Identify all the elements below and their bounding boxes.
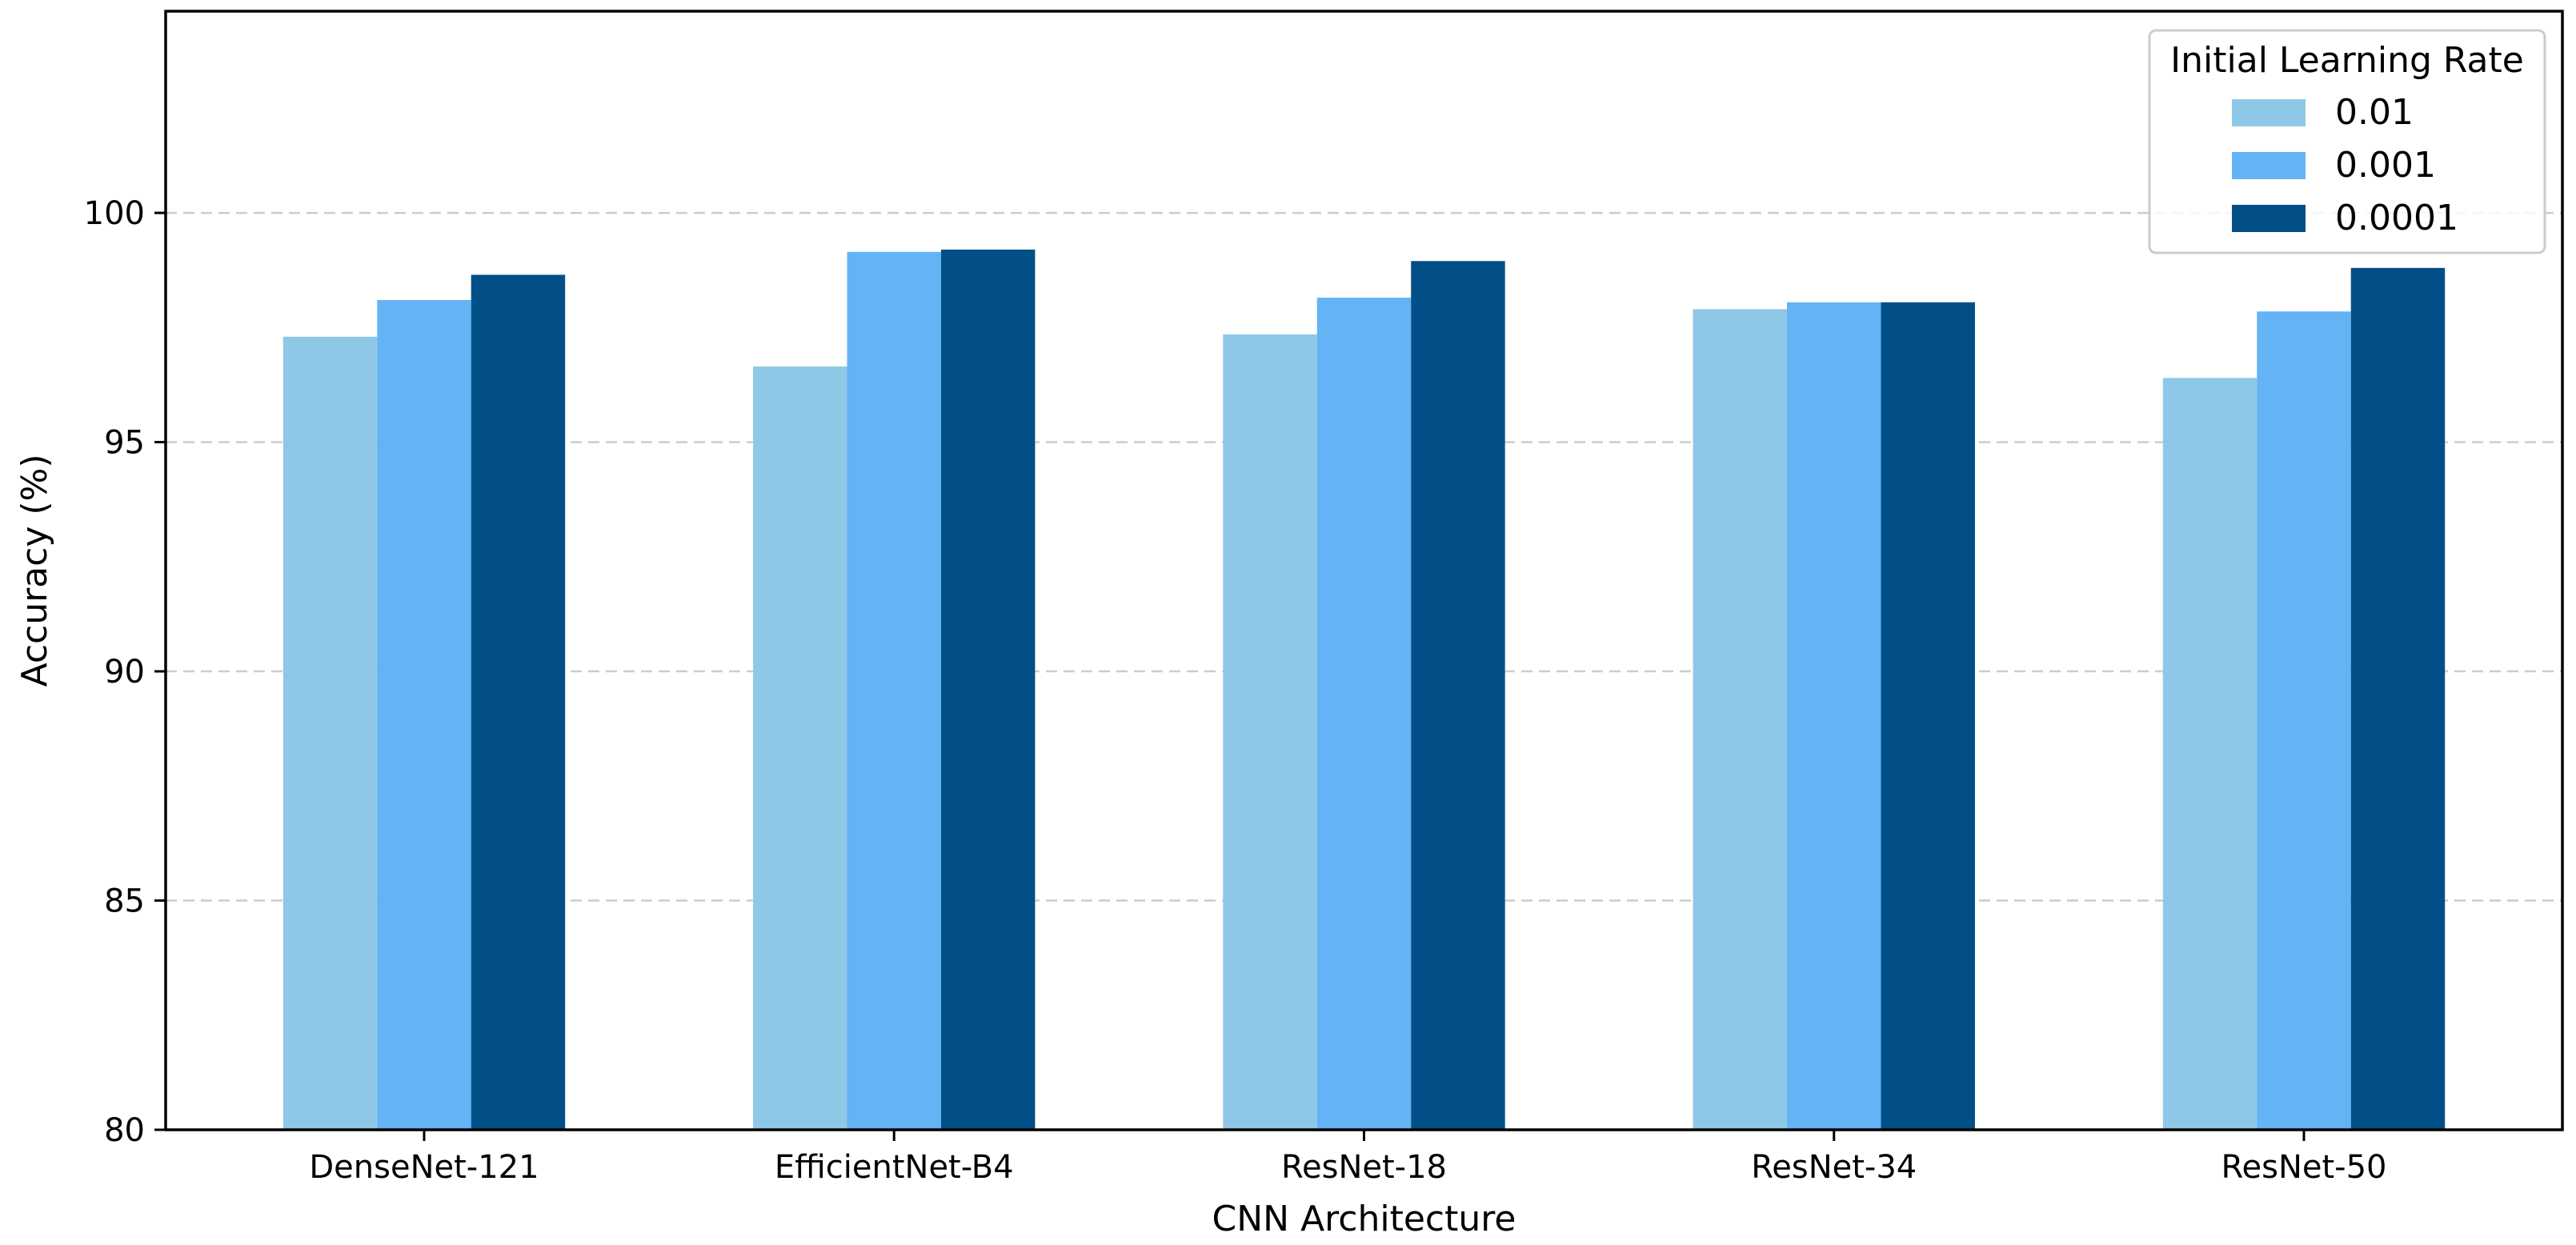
legend-label: 0.001	[2335, 145, 2436, 186]
bar-resnet-50-lr-0_01	[2162, 378, 2258, 1130]
x-tick-label: EfficientNet-B4	[775, 1149, 1014, 1186]
legend-swatch	[2232, 205, 2306, 232]
legend-swatch	[2232, 99, 2306, 126]
bars	[282, 249, 2446, 1131]
bar-resnet-50-lr-0_0001	[2350, 267, 2446, 1131]
bar-resnet-18-lr-0_001	[1316, 298, 1412, 1131]
legend-title: Initial Learning Rate	[2170, 40, 2524, 81]
legend-label: 0.01	[2335, 92, 2414, 133]
x-axis-label: CNN Architecture	[1212, 1199, 1516, 1239]
legend: Initial Learning Rate 0.01 0.001 0.0001	[2148, 29, 2546, 254]
bar-resnet-18-lr-0_0001	[1411, 261, 1505, 1131]
y-tick-label: 80	[104, 1112, 145, 1149]
bar-densenet-121-lr-0_0001	[471, 274, 566, 1130]
x-tick-label: ResNet-34	[1751, 1149, 1917, 1186]
bar-densenet-121-lr-0_01	[282, 336, 378, 1131]
legend-box	[2148, 29, 2546, 254]
legend-items: 0.01 0.001 0.0001	[2232, 92, 2458, 238]
y-tick-label: 90	[104, 654, 145, 691]
bar-efficientnet-b4-lr-0_0001	[940, 249, 1036, 1130]
x-axis-ticks: DenseNet-121 EfficientNet-B4 ResNet-18 ResN…	[309, 1130, 2387, 1186]
y-tick-label: 85	[104, 883, 145, 920]
legend-label: 0.0001	[2335, 198, 2458, 238]
y-axis-ticks: 80 85 90 95 100	[84, 195, 166, 1149]
bar-resnet-50-lr-0_001	[2257, 311, 2351, 1130]
bar-efficientnet-b4-lr-0_01	[753, 366, 847, 1131]
bar-densenet-121-lr-0_001	[377, 299, 471, 1131]
bar-resnet-34-lr-0_0001	[1881, 302, 1975, 1131]
x-tick-label: ResNet-18	[1281, 1149, 1447, 1186]
x-tick-label: DenseNet-121	[309, 1149, 539, 1186]
bar-efficientnet-b4-lr-0_001	[847, 251, 941, 1130]
bar-resnet-34-lr-0_01	[1693, 309, 1788, 1131]
bar-resnet-34-lr-0_001	[1787, 302, 1881, 1131]
y-tick-label: 100	[84, 195, 145, 232]
y-tick-label: 95	[104, 425, 145, 462]
bar-resnet-18-lr-0_01	[1223, 334, 1317, 1131]
y-axis-label: Accuracy (%)	[14, 454, 55, 687]
x-tick-label: ResNet-50	[2221, 1149, 2387, 1186]
legend-swatch	[2232, 152, 2306, 179]
